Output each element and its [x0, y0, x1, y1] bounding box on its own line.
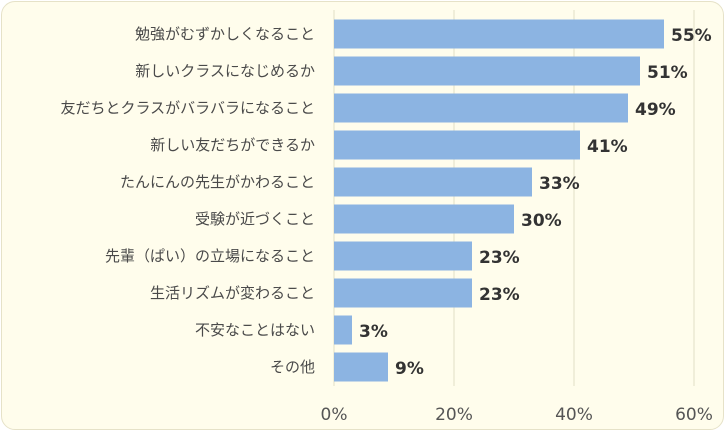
bar: [334, 93, 628, 123]
bar: [334, 352, 388, 382]
data-label: 23%: [479, 248, 520, 268]
bar: [334, 204, 514, 234]
x-tick-label: 0%: [321, 405, 348, 425]
data-label: 55%: [671, 26, 712, 46]
data-label: 3%: [359, 322, 388, 342]
x-tick-label: 20%: [435, 405, 473, 425]
bar: [334, 167, 532, 197]
data-label: 49%: [635, 100, 676, 120]
x-tick-label: 60%: [675, 405, 713, 425]
category-label: 先輩（ぱい）の立場になること: [105, 247, 315, 265]
category-label: 不安なことはない: [195, 321, 315, 339]
x-tick-label: 40%: [555, 405, 593, 425]
data-label: 30%: [521, 211, 562, 231]
bar: [334, 56, 640, 86]
category-label: 受験が近づくこと: [195, 210, 315, 228]
bar: [334, 241, 472, 271]
data-label: 33%: [539, 174, 580, 194]
data-label: 23%: [479, 285, 520, 305]
category-label: 新しいクラスになじめるか: [135, 62, 315, 80]
data-label: 9%: [395, 359, 424, 379]
data-label: 51%: [647, 63, 688, 83]
data-label: 41%: [587, 137, 628, 157]
category-label: 生活リズムが変わること: [150, 284, 315, 302]
bar: [334, 130, 580, 160]
bar: [334, 315, 352, 345]
category-label: その他: [270, 358, 315, 376]
category-label: 友だちとクラスがバラバラになること: [60, 99, 315, 117]
bar: [334, 19, 664, 49]
category-label: 勉強がむずかしくなること: [135, 25, 315, 43]
bar: [334, 278, 472, 308]
category-label: たんにんの先生がかわること: [120, 173, 315, 191]
category-label: 新しい友だちができるか: [150, 136, 315, 154]
